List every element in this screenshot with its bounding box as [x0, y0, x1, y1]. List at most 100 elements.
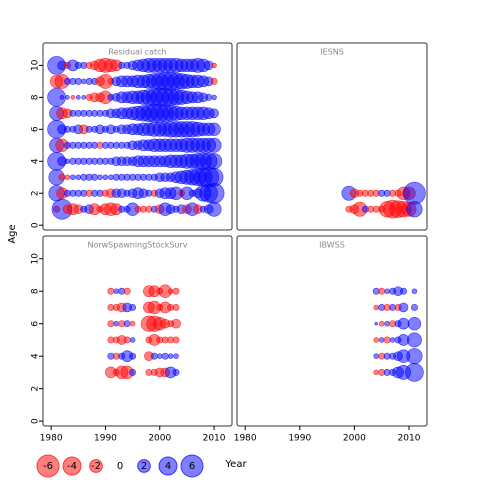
bubble — [207, 122, 221, 136]
bubble — [59, 95, 65, 100]
legend-label: -4 — [67, 461, 77, 472]
y-tick-label: 0 — [31, 418, 41, 424]
x-tick-label: 1990 — [94, 434, 117, 444]
x-tick-label: 2000 — [343, 434, 366, 444]
y-tick-label: 10 — [31, 59, 41, 71]
bubble — [129, 368, 137, 376]
legend-label: -2 — [91, 461, 101, 472]
bubble — [123, 320, 131, 328]
bubble — [173, 353, 179, 359]
bubble — [167, 288, 174, 294]
bubble — [407, 317, 422, 331]
legend-bubble — [158, 456, 178, 476]
bubble — [107, 320, 115, 328]
bubble — [206, 201, 222, 217]
x-tick-label: 1980 — [40, 434, 63, 444]
x-tick-label: 1980 — [234, 434, 257, 444]
legend-label: 2 — [141, 461, 147, 472]
panel-title: IESNS — [320, 48, 344, 57]
bubble — [206, 137, 222, 153]
bubble — [403, 181, 426, 205]
bubble — [75, 95, 81, 100]
y-axis-label: Age — [7, 224, 18, 243]
bubble — [405, 363, 424, 382]
bubble — [411, 288, 418, 294]
legend-bubble — [36, 454, 60, 478]
bubble — [171, 318, 181, 329]
bubble — [97, 174, 103, 181]
bubble — [373, 353, 379, 359]
y-tick-label: 2 — [31, 386, 41, 392]
bubble — [167, 353, 174, 359]
bubble — [373, 304, 379, 311]
legend-bubble — [62, 456, 82, 476]
legend-bubble — [137, 459, 151, 473]
bubble — [383, 336, 391, 344]
bubble — [70, 174, 76, 181]
bubble — [161, 352, 169, 360]
legend-label: 0 — [117, 461, 123, 472]
panel-frame — [42, 235, 233, 427]
bubble — [80, 78, 87, 85]
bubble — [374, 321, 378, 326]
bubble — [102, 174, 109, 181]
y-tick-label: 10 — [31, 253, 41, 265]
bubble — [107, 287, 115, 295]
panel-title: Residual catch — [108, 48, 166, 57]
bubble — [172, 368, 180, 376]
bubble — [205, 153, 223, 170]
bubble — [172, 303, 180, 311]
bubble — [378, 337, 385, 343]
bubble — [129, 352, 137, 360]
y-tick-label: 2 — [31, 190, 41, 196]
bubble — [81, 95, 87, 100]
bubble — [74, 77, 82, 85]
bubble — [150, 352, 158, 360]
x-tick-label: 1990 — [288, 434, 311, 444]
bubble — [113, 320, 120, 327]
bubble — [211, 62, 217, 69]
bubble — [397, 317, 410, 330]
panel-frame — [236, 42, 428, 231]
bubble — [410, 303, 418, 311]
y-tick-label: 6 — [31, 126, 41, 132]
bubble — [129, 320, 136, 327]
bubble — [398, 302, 409, 313]
x-tick-label: 2010 — [398, 434, 421, 444]
legend-bubble — [180, 454, 204, 478]
bubble — [378, 320, 385, 327]
bubble — [58, 173, 66, 181]
y-tick-label: 4 — [31, 158, 41, 164]
bubble — [157, 353, 163, 359]
y-tick-label: 0 — [31, 222, 41, 228]
bubble — [400, 287, 408, 295]
panel-frame — [236, 235, 428, 427]
y-tick-label: 4 — [31, 353, 41, 359]
bubble — [123, 336, 131, 344]
bubble — [123, 287, 131, 295]
bubble — [384, 320, 390, 327]
legend-label: 6 — [189, 461, 195, 472]
bubble — [203, 182, 225, 204]
panel-title: IBWSS — [319, 241, 345, 250]
bubble — [406, 348, 423, 365]
bubble — [378, 287, 386, 295]
bubble — [64, 174, 71, 181]
bubble — [65, 95, 70, 100]
bubble — [209, 108, 219, 119]
bubble — [384, 288, 390, 294]
bubble — [70, 95, 76, 100]
bubble — [205, 93, 213, 101]
bubble — [172, 287, 180, 295]
bubble — [389, 337, 396, 343]
bubble — [407, 332, 422, 348]
bubble — [91, 173, 99, 181]
y-tick-label: 8 — [31, 94, 41, 100]
bubble — [211, 94, 217, 101]
x-axis-label: Year — [224, 459, 247, 470]
legend-bubble — [89, 459, 103, 473]
bubble — [129, 303, 137, 311]
bubble — [108, 174, 114, 181]
bubble — [406, 201, 423, 218]
